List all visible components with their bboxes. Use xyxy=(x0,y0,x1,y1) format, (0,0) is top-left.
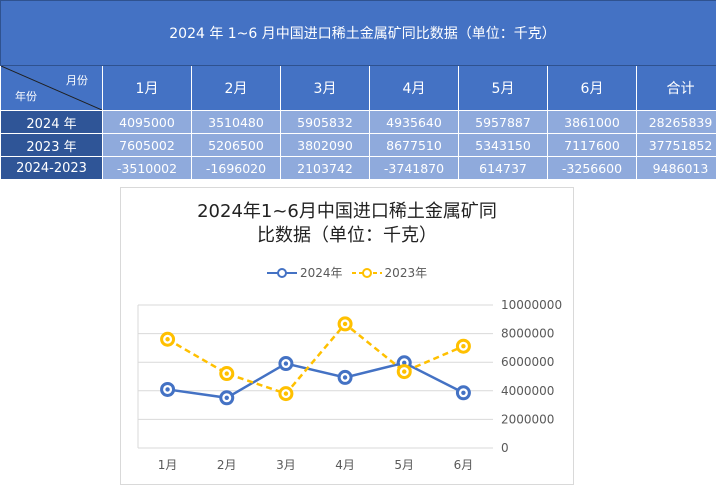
table-cell: 3510480 xyxy=(191,110,281,134)
row-label: 2023 年 xyxy=(0,133,103,157)
table-cell: 4935640 xyxy=(369,110,459,134)
table-cell: 28265839 xyxy=(635,110,716,134)
data-point-center xyxy=(402,360,407,366)
chart-title-line1: 2024年1~6月中国进口稀土金属矿同 xyxy=(197,201,497,222)
data-point-center xyxy=(224,371,229,376)
data-point-center xyxy=(342,375,348,380)
y-tick-label: 0 xyxy=(501,441,509,455)
table-cell: 2103742 xyxy=(280,156,370,180)
data-point-center xyxy=(165,337,170,342)
row-label: 2024-2023 xyxy=(0,156,103,180)
corner-month-label: 月份 xyxy=(66,74,88,87)
series-line-1 xyxy=(166,322,464,396)
table-cell: 9486013 xyxy=(635,156,716,180)
data-point-center xyxy=(342,321,348,327)
table-cell: 5206500 xyxy=(191,133,281,157)
data-point-center xyxy=(224,395,229,401)
data-point-center xyxy=(283,391,289,396)
x-tick-label: 1月 xyxy=(158,458,178,472)
data-point-center xyxy=(461,344,466,349)
y-tick-label: 8000000 xyxy=(501,327,554,341)
x-tick-label: 5月 xyxy=(394,458,414,472)
data-point-center xyxy=(402,369,407,374)
chart-title: 2024年1~6月中国进口稀土金属矿同 比数据（单位：千克） xyxy=(121,200,573,248)
column-header: 5月 xyxy=(458,65,548,111)
table-cell: -3741870 xyxy=(369,156,459,180)
table-cell: 7605002 xyxy=(102,133,192,157)
x-tick-label: 3月 xyxy=(276,458,296,472)
column-header: 6月 xyxy=(547,65,637,111)
table-cell: 614737 xyxy=(458,156,548,180)
column-header-total: 合计 xyxy=(635,65,716,111)
data-point-center xyxy=(165,387,170,392)
column-header: 2月 xyxy=(191,65,281,111)
corner-cell: 月份 年份 xyxy=(0,65,103,111)
table-cell: 5957887 xyxy=(458,110,548,134)
table-row-2023: 2023 年 7605002 5206500 3802090 8677510 5… xyxy=(0,133,716,157)
plot-area: 0 2000000 4000000 6000000 8000000 10000000 1月 2… xyxy=(137,298,562,472)
table-cell: 5343150 xyxy=(458,133,548,157)
y-tick-label: 6000000 xyxy=(501,355,554,369)
y-tick-label: 4000000 xyxy=(501,384,554,398)
series-line-0 xyxy=(167,361,464,400)
table-cell: 8677510 xyxy=(369,133,459,157)
chart-legend: 2024年 2023年 xyxy=(266,264,435,281)
table-cell: -3510002 xyxy=(102,156,192,180)
table-cell: -1696020 xyxy=(191,156,281,180)
y-tick-label: 10000000 xyxy=(501,298,562,312)
x-tick-label: 6月 xyxy=(454,458,474,472)
column-header: 4月 xyxy=(369,65,459,111)
table-cell: 4095000 xyxy=(102,110,192,134)
column-header: 3月 xyxy=(280,65,370,111)
x-tick-label: 2月 xyxy=(217,458,237,472)
data-point-center xyxy=(283,361,289,366)
diagonal-line xyxy=(1,66,102,110)
table-cell: -3256600 xyxy=(547,156,637,180)
x-tick-label: 4月 xyxy=(335,458,355,472)
table-cell: 5905832 xyxy=(280,110,370,134)
y-tick-label: 2000000 xyxy=(501,412,554,426)
legend-item-2023: 2023年 xyxy=(351,264,428,281)
row-label: 2024 年 xyxy=(0,110,103,134)
table-cell: 37751852 xyxy=(635,133,716,157)
chart-title-line2: 比数据（单位：千克） xyxy=(257,225,437,246)
column-header: 1月 xyxy=(102,65,192,111)
legend-item-2024: 2024年 xyxy=(266,264,343,281)
table-cell: 3861000 xyxy=(547,110,637,134)
table-cell: 3802090 xyxy=(280,133,370,157)
legend-label-2023: 2023年 xyxy=(384,266,428,280)
data-point-center xyxy=(461,390,466,395)
table-row-2024: 2024 年 4095000 3510480 5905832 4935640 5… xyxy=(0,110,716,134)
table-row-difference: 2024-2023 -3510002 -1696020 2103742 -374… xyxy=(0,156,716,180)
legend-label-2024: 2024年 xyxy=(300,266,343,280)
legend-swatch-2024 xyxy=(267,267,297,278)
legend-swatch-2023 xyxy=(351,267,382,278)
table-cell: 7117600 xyxy=(547,133,637,157)
line-chart: 2024年1~6月中国进口稀土金属矿同 比数据（单位：千克） 2024年 202… xyxy=(120,187,574,485)
data-table: 2024 年 1~6 月中国进口稀土金属矿同比数据（单位：千克） 月份 年份 1… xyxy=(0,0,716,180)
table-title: 2024 年 1~6 月中国进口稀土金属矿同比数据（单位：千克） xyxy=(0,0,716,66)
table-header-row: 月份 年份 1月 2月 3月 4月 5月 6月 合计 xyxy=(0,65,716,111)
corner-year-label: 年份 xyxy=(15,90,37,103)
